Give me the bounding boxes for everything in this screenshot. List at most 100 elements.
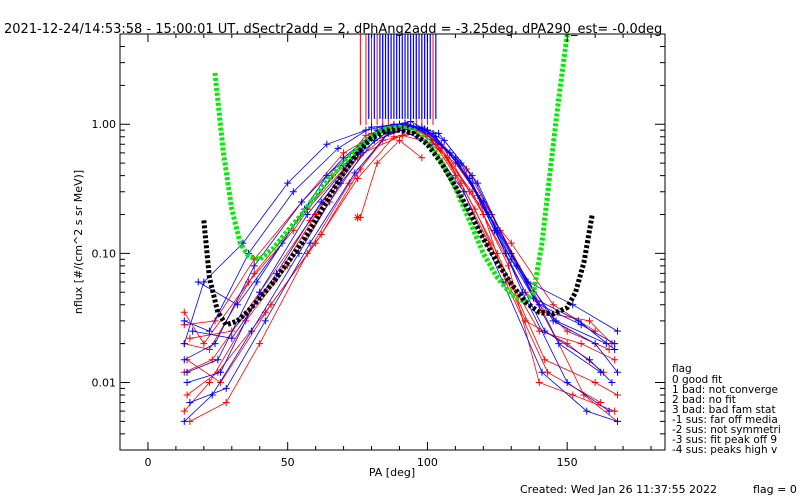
blue-series-point-1-10 [555,340,563,348]
blue-series-point-5-0 [183,368,191,376]
red-series-point-0-11 [577,340,585,348]
blue-series-point-4-5 [362,126,370,134]
legend-header: flag [672,363,692,375]
y-axis-label: nflux [#/(cm^2 s sr MeV)] [72,170,85,314]
blue-series-point-2-3 [289,188,297,196]
blue-series-point-1-7 [440,136,448,144]
blue-series-point-8-2 [278,239,286,247]
legend-item-6: -3 sus: fit peak off 9 [672,434,777,446]
blue-series-point-3-3 [306,239,314,247]
blue-series-point-1-6 [407,118,415,126]
red-series-point-0-1 [205,346,213,354]
blue-series-point-7-1 [208,391,216,399]
red-series-point-2-4 [354,175,362,183]
blue-series-point-1-3 [303,211,311,218]
blue-series-point-6-11 [611,340,619,348]
red-star-point-0 [353,213,362,222]
blue-series-point-8-6 [429,129,437,137]
red-series-point-3-1 [211,317,219,325]
red-series-point-7-0 [180,407,188,415]
red-series-point-5-1 [200,340,208,348]
blue-series-point-7-3 [295,249,303,257]
blue-series-point-5-11 [586,356,594,364]
red-series-line-4 [189,132,618,422]
red-series-point-5-11 [586,317,594,325]
legend-item-1: 1 bad: not converge [672,384,778,396]
blue-series-point-8-9 [552,317,560,325]
legend: flag 0 good fit 1 bad: not converge 2 ba… [672,363,781,456]
x-tick-label-1: 50 [281,456,295,469]
red-series-point-6-2 [267,301,275,309]
blue-series-point-3-4 [351,169,359,177]
legend-item-5: -2 sus: not symmetri [672,424,781,436]
blue-series-point-5-1 [214,356,222,364]
blue-series-point-5-12 [608,378,616,386]
blue-series-point-4-3 [284,179,292,187]
y-tick-label-1: 0.10 [92,247,117,260]
red-series-point-4-2 [256,340,264,348]
x-tick-label-3: 150 [557,456,578,469]
red-series-point-6-8 [471,205,479,213]
legend-item-0: 0 good fit [672,374,722,386]
blue-series-point-7-0 [180,417,188,425]
red-series-point-1-12 [613,391,621,399]
red-series-point-2-0 [183,391,191,399]
red-series-line-9 [189,125,610,350]
blue-series-point-4-0 [180,340,188,348]
blue-series-point-0-11 [591,340,599,348]
x-tick-label-0: 0 [144,456,151,469]
blue-series-point-8-0 [194,278,202,286]
blue-series-point-2-0 [180,317,188,325]
x-axis-label: PA [deg] [369,466,415,479]
blue-series-point-7-12 [613,417,621,425]
blue-series-point-2-1 [205,327,213,335]
black-fit-curve-1 [201,127,595,328]
red-series-line-6 [186,128,604,384]
blue-series-point-6-10 [577,321,585,329]
x-tick-label-2: 100 [417,456,438,469]
blue-series-point-1-0 [183,378,191,386]
blue-series-point-1-2 [256,288,264,296]
created-timestamp: Created: Wed Jan 26 11:37:55 2022 [520,483,717,496]
blue-series-point-0-1 [211,340,219,348]
blue-series-point-0-3 [298,198,306,206]
chart-title: 2021-12-24/14:53:58 - 15:00:01 UT, dSect… [4,22,662,37]
plot-frame [119,33,666,451]
axes: 0 50 100 150 0.01 0.10 1.00 [92,33,665,469]
blue-series-point-0-0 [180,356,188,364]
red-series-point-1-11 [591,378,599,386]
red-series-point-4-10 [580,391,588,399]
red-series-line-7 [183,134,615,412]
legend-item-7: -4 sus: peaks high v [672,444,777,456]
blue-series-point-8-8 [507,255,515,263]
red-series-point-2-11 [597,398,605,406]
red-series-point-9-0 [186,334,194,342]
blue-series-point-6-8 [493,227,501,235]
red-series-point-4-1 [222,398,230,406]
blue-series-point-7-10 [538,368,546,376]
blue-series-point-7-11 [583,407,591,415]
red-series-point-3-10 [549,301,557,309]
blue-series-point-6-9 [535,301,543,309]
red-series-point-8-2 [395,136,403,144]
blue-series-point-2-12 [611,346,619,354]
red-series-point-5-0 [180,308,188,316]
red-series-point-7-10 [535,378,543,386]
blue-series-point-6-0 [189,327,197,335]
y-tick-label-0: 0.01 [92,376,117,389]
red-series-point-8-1 [373,159,381,167]
red-series-point-0-12 [611,356,619,364]
blue-series-point-2-5 [368,123,376,131]
legend-item-4: -1 sus: far off media [672,414,778,426]
plot-area [180,34,621,425]
blue-series-point-0-12 [613,368,621,376]
blue-series-point-1-1 [217,368,225,376]
blue-series-point-8-7 [468,179,476,187]
flag-footer: flag = 0 [753,483,797,496]
blue-series-point-4-12 [613,327,621,335]
red-series-point-3-9 [507,239,515,247]
legend-item-2: 2 bad: no fit [672,394,736,406]
blue-series-point-3-1 [222,384,230,392]
red-series-point-7-11 [569,391,577,399]
